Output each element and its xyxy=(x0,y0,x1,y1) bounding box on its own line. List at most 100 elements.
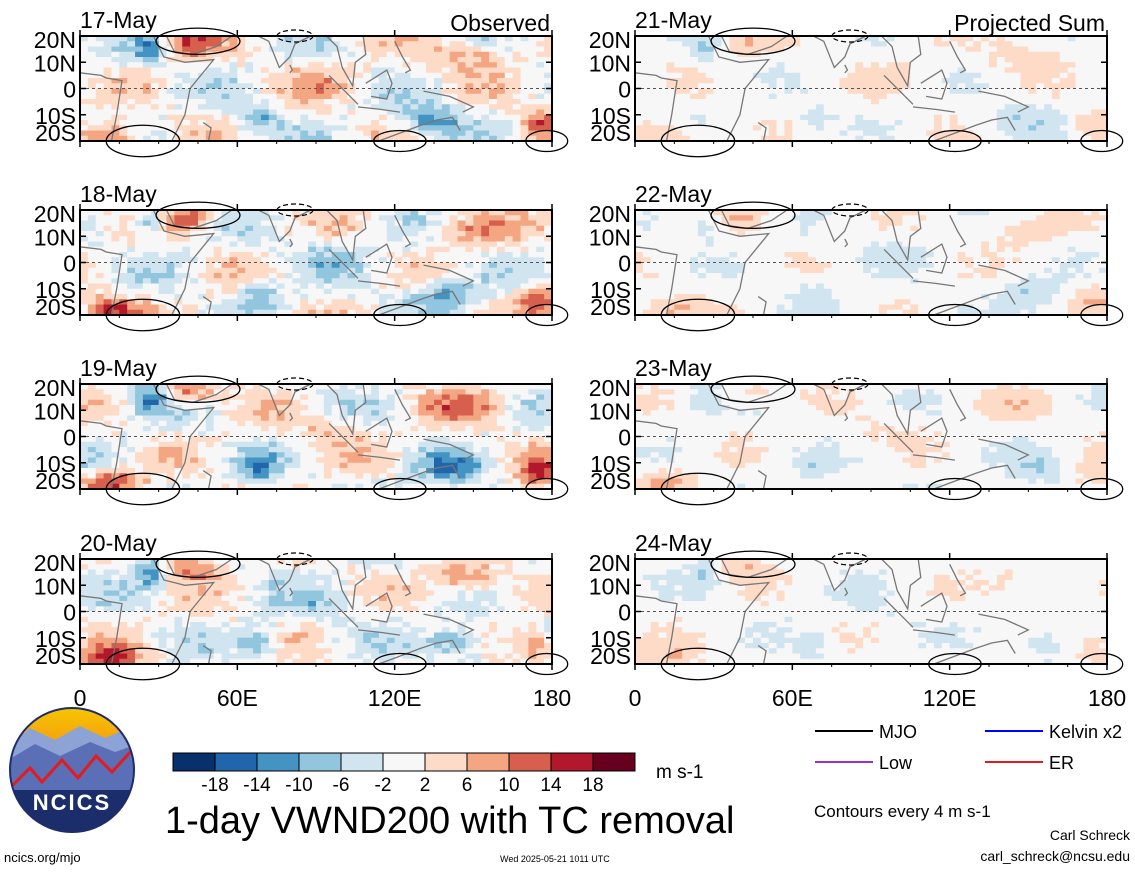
heat-cell xyxy=(213,389,223,396)
heat-cell xyxy=(253,267,262,274)
heat-cell xyxy=(378,46,388,53)
heat-cell xyxy=(284,241,293,248)
heat-cell xyxy=(371,606,380,613)
heat-cell xyxy=(95,384,105,390)
heat-cell xyxy=(142,415,152,422)
heat-cell xyxy=(87,415,97,422)
heat-cell xyxy=(87,637,97,644)
heat-cell xyxy=(190,41,199,48)
heat-cell xyxy=(331,627,341,634)
heat-cell xyxy=(316,478,325,485)
heat-cell xyxy=(481,559,490,565)
heat-cell xyxy=(213,130,223,137)
heat-cell xyxy=(174,462,183,469)
heat-cell xyxy=(308,564,317,571)
heat-cell xyxy=(512,109,522,116)
heat-cell xyxy=(253,304,262,311)
heat-cell xyxy=(182,611,191,618)
heat-cell xyxy=(331,225,341,232)
heat-cell xyxy=(457,616,467,623)
heat-cell xyxy=(166,447,175,453)
heat-cell xyxy=(465,389,474,396)
heat-cell xyxy=(190,452,199,459)
heat-cell xyxy=(371,426,380,432)
heat-cell xyxy=(418,304,427,311)
heat-cell xyxy=(150,447,160,453)
heat-cell xyxy=(394,622,404,628)
heat-cell xyxy=(182,220,191,227)
heat-cell xyxy=(80,125,89,132)
heat-cell xyxy=(347,252,356,258)
heat-cell xyxy=(87,653,97,660)
heat-cell xyxy=(198,420,207,427)
heat-cell xyxy=(496,93,506,100)
heat-cell xyxy=(512,125,522,132)
heat-cell xyxy=(135,41,144,48)
heat-cell xyxy=(481,394,490,401)
heat-cell xyxy=(489,57,498,63)
heat-cell xyxy=(426,36,435,42)
heat-cell xyxy=(339,580,349,586)
heat-cell xyxy=(229,483,238,490)
heat-cell xyxy=(245,36,254,42)
heat-cell xyxy=(95,447,105,453)
heat-cell xyxy=(504,294,514,300)
heat-cell xyxy=(402,262,411,269)
heat-cell xyxy=(174,457,183,464)
heat-cell xyxy=(308,405,317,411)
heat-cell xyxy=(190,436,199,443)
heat-cell xyxy=(378,257,388,264)
heat-cell xyxy=(127,57,136,63)
heat-cell xyxy=(245,109,254,116)
heat-cell xyxy=(292,601,301,607)
heat-cell xyxy=(496,648,506,655)
heat-cell xyxy=(276,72,286,79)
heat-cell xyxy=(166,436,175,443)
heat-cell xyxy=(268,304,278,311)
heat-cell xyxy=(465,457,474,464)
heat-cell xyxy=(355,231,364,237)
heat-cell xyxy=(378,273,388,279)
heat-cell xyxy=(331,559,341,565)
heat-cell xyxy=(198,585,207,592)
heat-cell xyxy=(292,72,301,79)
heat-cell xyxy=(418,236,427,243)
heat-cell xyxy=(190,46,199,53)
heat-cell xyxy=(284,210,293,216)
heat-cell xyxy=(158,309,168,316)
heat-cell xyxy=(402,267,411,274)
heat-cell xyxy=(457,120,467,126)
heat-cell xyxy=(544,304,553,311)
heat-cell xyxy=(174,220,183,227)
heat-cell xyxy=(142,410,152,417)
heat-cell xyxy=(150,109,160,116)
heat-cell xyxy=(331,431,341,438)
heat-cell xyxy=(190,62,199,69)
heat-cell xyxy=(528,658,537,665)
heat-cell xyxy=(253,478,262,485)
heat-cell xyxy=(127,83,136,90)
heat-cell xyxy=(331,478,341,485)
heat-cell xyxy=(221,62,231,69)
heat-cell xyxy=(339,478,349,485)
heat-cell xyxy=(308,585,317,592)
heat-cell xyxy=(103,462,113,469)
heat-cell xyxy=(316,483,325,490)
heat-cell xyxy=(418,627,427,634)
heat-cell xyxy=(127,62,136,69)
heat-cell xyxy=(300,452,309,459)
heat-cell xyxy=(363,616,372,623)
heat-cell xyxy=(229,215,238,222)
heat-cell xyxy=(205,590,215,597)
heat-cell xyxy=(347,601,356,607)
heat-cell xyxy=(308,559,317,565)
heat-cell xyxy=(363,114,372,121)
heat-cell xyxy=(268,99,278,105)
heat-cell xyxy=(284,99,293,105)
heat-cell xyxy=(441,632,451,639)
heat-cell xyxy=(198,564,207,571)
heat-cell xyxy=(284,283,293,290)
heat-cell xyxy=(95,288,105,295)
heat-cell xyxy=(308,288,317,295)
heat-cell xyxy=(87,252,97,258)
